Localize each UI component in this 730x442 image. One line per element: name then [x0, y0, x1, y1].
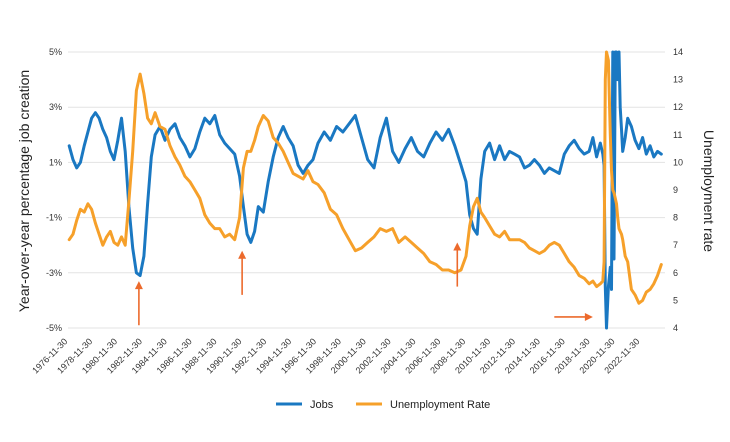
- legend: Jobs Unemployment Rate: [276, 399, 490, 411]
- left-tick-label: 5%: [49, 47, 62, 57]
- legend-label-unemployment-rate: Unemployment Rate: [390, 399, 490, 411]
- annotation-arrowhead: [584, 312, 593, 321]
- left-axis-ticks: 5% 3% 1% -1% -3% -5%: [46, 47, 62, 333]
- left-tick-label: 3%: [49, 102, 62, 112]
- right-axis-title: Unemployment rate: [701, 130, 717, 252]
- left-tick-label: -3%: [46, 268, 62, 278]
- left-axis-title: Year-over-year percentage job creation: [16, 70, 32, 312]
- right-tick-label: 4: [673, 323, 678, 333]
- legend-item-jobs[interactable]: Jobs: [276, 399, 334, 411]
- annotation-arrowhead: [134, 281, 143, 290]
- legend-item-unemployment-rate[interactable]: Unemployment Rate: [356, 399, 490, 411]
- right-tick-label: 6: [673, 268, 678, 278]
- series-line-unemployment-rate: [67, 50, 663, 305]
- left-tick-label: 1%: [49, 157, 62, 167]
- right-tick-label: 7: [673, 240, 678, 250]
- right-tick-label: 5: [673, 295, 678, 305]
- x-axis-ticks: 1976-11-301978-11-301980-11-301982-11-30…: [30, 336, 641, 375]
- annotation-arrowhead: [238, 250, 247, 259]
- series-layer: [67, 50, 663, 330]
- right-tick-label: 10: [673, 157, 683, 167]
- left-tick-label: -5%: [46, 323, 62, 333]
- right-tick-label: 12: [673, 102, 683, 112]
- legend-label-jobs: Jobs: [310, 399, 334, 411]
- grid-layer: [68, 51, 665, 329]
- annotation-arrowhead: [453, 242, 462, 251]
- left-tick-label: -1%: [46, 213, 62, 223]
- right-tick-label: 8: [673, 213, 678, 223]
- series-line-jobs: [67, 50, 663, 330]
- right-tick-label: 14: [673, 47, 683, 57]
- right-tick-label: 13: [673, 75, 683, 85]
- right-tick-label: 11: [673, 130, 682, 140]
- annotation-layer: [134, 242, 593, 326]
- right-tick-label: 9: [673, 185, 678, 195]
- right-axis-ticks: 4 5 6 7 8 9 10 11 12 13 14: [673, 47, 683, 333]
